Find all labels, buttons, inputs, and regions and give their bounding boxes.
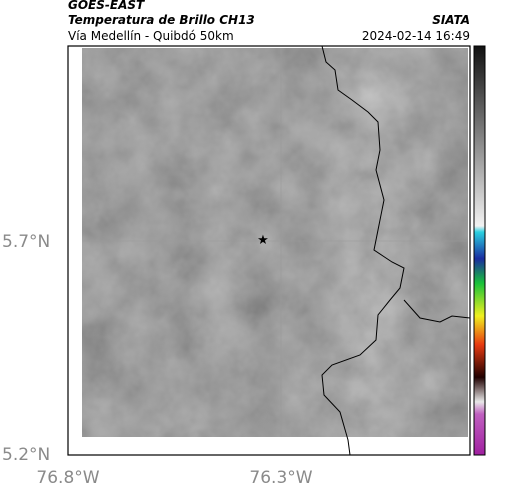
product-title: Temperatura de Brillo CH13 xyxy=(68,13,255,27)
map-panel: ★ xyxy=(67,45,471,456)
colorbar xyxy=(473,45,486,456)
satellite-name: GOES-EAST xyxy=(68,0,145,12)
timestamp: 2024-02-14 16:49 xyxy=(362,29,470,43)
colorbar-scale xyxy=(473,45,486,456)
lat-label: 5.7°N xyxy=(2,232,50,252)
lat-label: 5.2°N xyxy=(2,445,50,465)
cloud-texture xyxy=(82,48,468,437)
source-label: SIATA xyxy=(432,13,470,27)
lon-label: 76.8°W xyxy=(36,468,99,488)
location-marker: ★ xyxy=(257,233,269,248)
border-line xyxy=(321,45,405,456)
map-frame xyxy=(67,45,471,456)
border-line xyxy=(403,299,471,323)
lon-label: 76.3°W xyxy=(249,468,312,488)
route-label: Vía Medellín - Quibdó 50km xyxy=(68,29,234,43)
